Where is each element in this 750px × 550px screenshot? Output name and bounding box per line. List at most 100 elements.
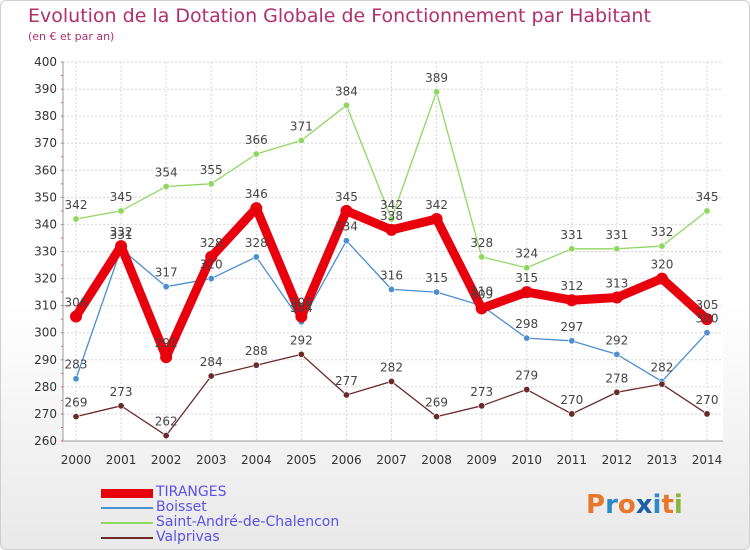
data-label: 283: [65, 358, 88, 372]
data-label: 310: [470, 285, 493, 299]
data-point: [117, 402, 125, 410]
data-label: 328: [245, 236, 268, 250]
data-point: [430, 213, 443, 226]
data-label: 269: [65, 396, 88, 410]
data-label: 304: [290, 301, 313, 315]
data-label: 279: [515, 369, 538, 383]
data-label: 309: [470, 287, 493, 301]
data-label: 384: [335, 84, 358, 98]
data-point: [162, 183, 170, 191]
x-tick-label: 2010: [511, 453, 542, 467]
x-tick-label: 2009: [466, 453, 497, 467]
data-label: 342: [425, 198, 448, 212]
data-label: 305: [696, 298, 719, 312]
y-tick-label: 270: [34, 407, 57, 421]
data-point: [117, 207, 125, 215]
y-tick-label: 280: [34, 380, 57, 394]
logo-letter: P: [586, 490, 606, 520]
data-point: [433, 288, 441, 296]
data-label: 270: [560, 393, 583, 407]
y-tick-label: 290: [34, 353, 57, 367]
data-label: 288: [245, 344, 268, 358]
x-tick-label: 2013: [647, 453, 678, 467]
y-tick-label: 330: [34, 245, 57, 259]
data-label: 313: [605, 277, 628, 291]
data-label: 297: [560, 320, 583, 334]
data-label: 317: [155, 266, 178, 280]
data-label: 273: [470, 385, 493, 399]
data-label: 306: [65, 295, 88, 309]
data-point: [433, 88, 441, 96]
data-point: [295, 310, 308, 323]
legend-swatch-valprivas: [101, 537, 153, 539]
data-label: 345: [696, 190, 719, 204]
data-point: [703, 410, 711, 418]
y-tick-label: 300: [34, 326, 57, 340]
data-point: [613, 350, 621, 358]
data-point: [160, 351, 173, 364]
y-tick-label: 340: [34, 217, 57, 231]
x-tick-label: 2004: [241, 453, 272, 467]
data-label: 342: [380, 198, 403, 212]
data-label: 371: [290, 120, 313, 134]
legend-swatch-saint-andre: [101, 522, 153, 524]
y-tick-label: 390: [34, 82, 57, 96]
legend-label-valprivas: Valprivas: [156, 529, 220, 545]
data-point: [340, 204, 353, 217]
data-label: 324: [515, 247, 538, 261]
x-tick-label: 2000: [61, 453, 92, 467]
data-label: 332: [650, 225, 673, 239]
data-label: 320: [200, 258, 223, 272]
data-label: 292: [290, 333, 313, 347]
data-label: 328: [470, 236, 493, 250]
data-point: [387, 215, 395, 223]
data-point: [72, 413, 80, 421]
data-label: 332: [110, 225, 133, 239]
y-tick-label: 320: [34, 272, 57, 286]
logo-letter: t: [661, 490, 674, 520]
data-label: 320: [650, 258, 673, 272]
legend-label-tiranges: TIRANGES: [156, 484, 227, 500]
data-point: [520, 286, 533, 299]
data-point: [252, 361, 260, 369]
y-tick-label: 310: [34, 299, 57, 313]
data-label: 342: [65, 198, 88, 212]
data-label: 273: [110, 385, 133, 399]
data-label: 291: [155, 336, 178, 350]
data-point: [387, 285, 395, 293]
data-label: 316: [380, 268, 403, 282]
data-label: 366: [245, 133, 268, 147]
data-label: 331: [605, 228, 628, 242]
legend-swatch-boisset: [101, 507, 153, 509]
data-label: 338: [380, 209, 403, 223]
data-point: [72, 215, 80, 223]
data-point: [701, 313, 713, 326]
data-point: [387, 377, 395, 385]
chart-subtitle: (en € et par an): [28, 30, 115, 43]
data-point: [703, 329, 711, 337]
data-label: 331: [110, 228, 133, 242]
legend-label-boisset: Boisset: [156, 499, 207, 515]
data-label: 284: [200, 355, 223, 369]
data-point: [342, 237, 350, 245]
x-tick-label: 2014: [692, 453, 723, 467]
data-point: [162, 432, 170, 440]
x-tick-label: 2012: [602, 453, 633, 467]
data-point: [658, 242, 666, 250]
data-label: 292: [605, 333, 628, 347]
data-label: 331: [560, 228, 583, 242]
data-label: 300: [696, 312, 719, 326]
data-label: 277: [335, 374, 358, 388]
data-point: [613, 245, 621, 253]
data-point: [475, 302, 488, 315]
data-label: 315: [425, 271, 448, 285]
data-point: [610, 291, 623, 304]
data-point: [205, 250, 218, 263]
data-label: 345: [110, 190, 133, 204]
data-label: 334: [335, 220, 358, 234]
data-point: [655, 272, 668, 285]
chart-title: Evolution de la Dotation Globale de Fonc…: [28, 5, 651, 27]
x-tick-label: 2003: [196, 453, 227, 467]
